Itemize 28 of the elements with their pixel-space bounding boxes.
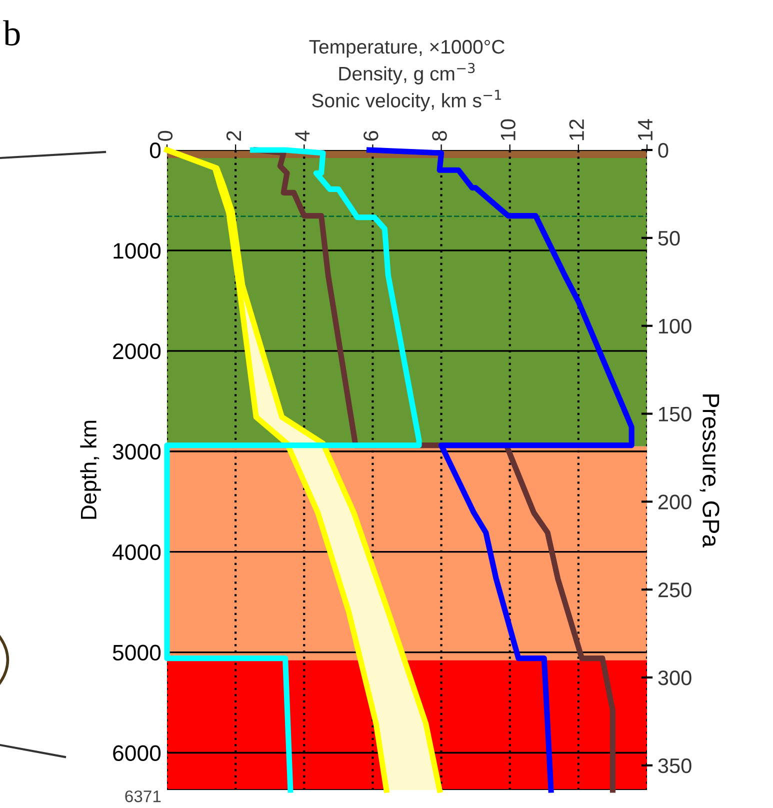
- text: b: [3, 20, 20, 46]
- x-tick-label: 2: [226, 131, 241, 141]
- y-tick-label: 6371: [125, 790, 161, 802]
- y2-tick-label: 50: [658, 230, 680, 246]
- y-tick-label: 4000: [112, 544, 161, 560]
- y2-tick-label: 250: [658, 582, 692, 598]
- y-tick-label: 1000: [114, 242, 161, 259]
- y2-tick-label: 150: [659, 406, 692, 422]
- x-tick-label: 4: [295, 130, 310, 142]
- x-tick-label: 12: [569, 120, 584, 140]
- x-tick-label: 0: [158, 130, 173, 141]
- y-tick-label: 6000: [113, 745, 161, 761]
- text: Temperature, ×1000°C Density, g cm$^{−3}$ Sonic velocity, km s$^{−1}$: [309, 40, 504, 112]
- y-tick-label: 5000: [112, 644, 161, 661]
- y-tick-label: 3000: [112, 444, 161, 460]
- x-tick-label: 6: [364, 130, 378, 141]
- x-tick-label: 8: [432, 130, 447, 141]
- y-axis-title: Depth, km: [80, 420, 101, 519]
- y2-tick-label: 350: [658, 758, 692, 774]
- x-tick-label: 10: [500, 119, 516, 140]
- y2-axis-title: Pressure, GPa: [700, 394, 720, 548]
- y2-tick-label: 0: [658, 143, 668, 158]
- y-tick-label: 2000: [113, 343, 161, 360]
- x-tick-label: 14: [638, 119, 652, 140]
- y2-tick-label: 200: [658, 494, 692, 510]
- y2-tick-label: 100: [659, 318, 692, 334]
- y-tick-label: 0: [150, 142, 161, 158]
- y2-tick-label: 300: [658, 670, 692, 686]
